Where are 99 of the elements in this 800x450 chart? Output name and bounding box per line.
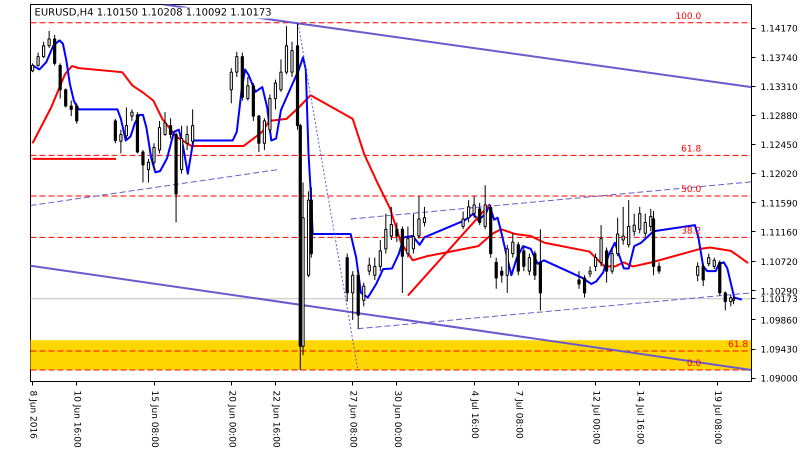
candlestick bbox=[582, 274, 586, 298]
candlestick bbox=[373, 257, 376, 280]
x-tick-label: 10 Jun 16:00 bbox=[72, 390, 82, 448]
candlestick bbox=[114, 118, 117, 144]
candlestick bbox=[384, 213, 388, 254]
candlestick bbox=[616, 217, 620, 257]
x-tick-label: 27 Jun 08:00 bbox=[348, 390, 358, 448]
candlestick bbox=[724, 290, 727, 311]
candlestick bbox=[638, 206, 642, 234]
candlestick bbox=[657, 262, 661, 274]
y-tick-label: 1.12450 bbox=[760, 141, 798, 152]
candlestick bbox=[146, 158, 150, 184]
candlestick bbox=[632, 213, 636, 236]
annotation: 50.0 bbox=[681, 185, 702, 196]
y-tick-label: 1.11590 bbox=[760, 199, 798, 210]
candlestick bbox=[378, 240, 382, 272]
candlestick bbox=[622, 206, 625, 246]
candlestick bbox=[158, 120, 162, 154]
candlestick bbox=[696, 262, 700, 282]
candlestick bbox=[412, 213, 416, 254]
candlestick bbox=[472, 196, 476, 218]
y-tick-label: 1.09000 bbox=[760, 374, 798, 385]
x-tick-label: 19 Jul 08:00 bbox=[712, 390, 722, 445]
candlestick bbox=[494, 257, 498, 290]
y-tick-label: 1.13740 bbox=[760, 54, 798, 64]
candlestick bbox=[406, 226, 410, 258]
candlestick bbox=[588, 266, 592, 278]
y-tick-label: 1.10720 bbox=[760, 258, 798, 268]
candlestick bbox=[577, 270, 581, 290]
candlestick bbox=[279, 58, 283, 92]
candlestick bbox=[48, 30, 51, 48]
candlestick bbox=[390, 206, 393, 241]
candlestick bbox=[511, 232, 514, 258]
candlestick bbox=[191, 108, 194, 146]
ref-line-label: 1.10173 bbox=[760, 295, 798, 306]
candlestick bbox=[702, 263, 705, 287]
candlestick bbox=[141, 150, 145, 184]
candlestick bbox=[533, 250, 536, 280]
candlestick bbox=[290, 41, 294, 78]
y-tick-label: 1.14170 bbox=[760, 24, 798, 35]
y-tick-label: 1.09430 bbox=[760, 346, 798, 356]
x-tick-label: 4 Jul 16:00 bbox=[469, 390, 480, 440]
candlestick bbox=[246, 76, 250, 102]
candlestick bbox=[351, 270, 354, 320]
y-tick-label: 1.09860 bbox=[760, 316, 798, 326]
x-tick-label: 15 Jun 08:00 bbox=[149, 390, 159, 448]
candlestick bbox=[522, 246, 526, 272]
y-tick-label: 1.12020 bbox=[760, 170, 798, 180]
candlestick bbox=[163, 112, 167, 136]
candlestick bbox=[75, 102, 78, 124]
candlestick bbox=[70, 100, 73, 117]
candlestick bbox=[119, 129, 122, 154]
candlestick bbox=[644, 213, 647, 238]
candlestick bbox=[274, 79, 278, 110]
chart-title: EURUSD,H4 1.10150 1.10208 1.10092 1.10173 bbox=[34, 8, 272, 18]
candlestick bbox=[262, 118, 266, 151]
candlestick bbox=[610, 248, 614, 274]
x-tick-label: 22 Jun 16:00 bbox=[270, 390, 280, 448]
candlestick bbox=[478, 202, 482, 226]
candlestick bbox=[168, 118, 172, 140]
candlestick bbox=[467, 200, 470, 223]
candlestick bbox=[605, 246, 608, 284]
annotation: 61.8 bbox=[681, 144, 702, 154]
y-tick-label: 1.11160 bbox=[760, 228, 798, 238]
candlestick bbox=[64, 88, 68, 108]
candlestick bbox=[124, 106, 128, 140]
candlestick bbox=[42, 41, 46, 58]
candlestick bbox=[230, 68, 233, 104]
line-series bbox=[32, 39, 743, 301]
annotation: 61.8 bbox=[728, 340, 748, 350]
x-tick-label: 20 Jun 00:00 bbox=[226, 390, 236, 448]
candlestick bbox=[712, 257, 716, 270]
x-tick-label: 7 Jul 08:00 bbox=[513, 390, 524, 440]
x-tick-label: 14 Jul 16:00 bbox=[634, 390, 645, 445]
candlestick bbox=[235, 51, 238, 78]
candlestick bbox=[707, 253, 710, 267]
candlestick bbox=[461, 211, 465, 230]
candlestick bbox=[368, 257, 371, 276]
candlestick bbox=[395, 222, 398, 243]
candlestick bbox=[152, 142, 156, 170]
candlestick bbox=[729, 294, 732, 307]
candlestick bbox=[528, 253, 531, 276]
candlestick bbox=[36, 52, 40, 68]
candlestick bbox=[594, 253, 598, 272]
y-tick-label: 1.12880 bbox=[760, 112, 798, 122]
x-tick-label: 12 Jul 00:00 bbox=[590, 390, 601, 445]
candlestick bbox=[627, 200, 630, 248]
candlestick bbox=[362, 282, 366, 307]
candlestick bbox=[599, 224, 603, 267]
annotation: 100.0 bbox=[675, 12, 702, 22]
y-tick-label: 1.13310 bbox=[760, 82, 798, 93]
x-tick-label: 8 Jun 2016 bbox=[28, 390, 38, 440]
candlestick bbox=[422, 206, 426, 228]
candlestick bbox=[500, 266, 504, 284]
candlestick bbox=[186, 125, 189, 151]
x-tick-label: 30 Jun 00:00 bbox=[392, 390, 402, 448]
candlestick bbox=[417, 196, 421, 240]
candlestick bbox=[484, 184, 487, 230]
candlestick bbox=[130, 108, 134, 122]
